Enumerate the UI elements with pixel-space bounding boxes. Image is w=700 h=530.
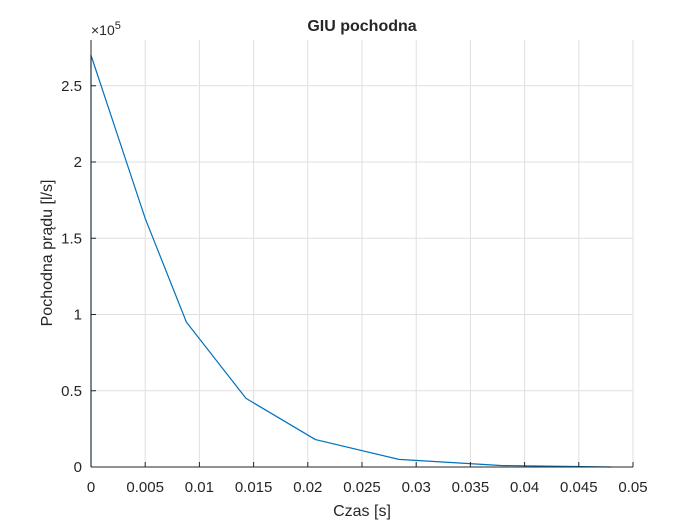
x-tick-labels: 0 0.005 0.01 0.015 0.02 0.025 0.03 0.035 0.04 0.0…: [87, 479, 648, 496]
y-tick-labels: 0 0.5 1 1.5 2 2.5: [61, 78, 82, 476]
y-axis-label: Pochodna prądu [l/s]: [39, 180, 56, 327]
x-tick-label: 0.01: [185, 479, 214, 496]
y-exponent-power: 5: [115, 20, 121, 32]
x-axis-label: Czas [s]: [333, 503, 391, 520]
series-layer: [90, 54, 612, 468]
series-line-1: [90, 54, 612, 468]
y-tick-label: 1: [74, 307, 82, 324]
x-tick-label: 0.025: [343, 479, 381, 496]
y-tick-label: 0.5: [61, 383, 82, 400]
x-tick-label: 0.04: [510, 479, 539, 496]
axes: [90, 40, 634, 468]
y-exponent-multiplier: ×105: [91, 20, 121, 38]
x-tick-label: 0: [87, 479, 95, 496]
x-tick-label: 0.05: [618, 479, 647, 496]
y-tick-label: 2.5: [61, 78, 82, 95]
x-tick-label: 0.015: [235, 479, 273, 496]
chart-title: GIU pochodna: [307, 18, 416, 35]
x-tick-label: 0.005: [126, 479, 164, 496]
y-tick-label: 1.5: [61, 230, 82, 247]
x-tick-label: 0.03: [402, 479, 431, 496]
y-tick-label: 2: [74, 154, 82, 171]
x-tick-label: 0.035: [452, 479, 490, 496]
x-tick-label: 0.045: [560, 479, 598, 496]
y-exponent-base: ×10: [91, 22, 115, 38]
y-tick-label: 0: [74, 459, 82, 476]
x-tick-label: 0.02: [293, 479, 322, 496]
